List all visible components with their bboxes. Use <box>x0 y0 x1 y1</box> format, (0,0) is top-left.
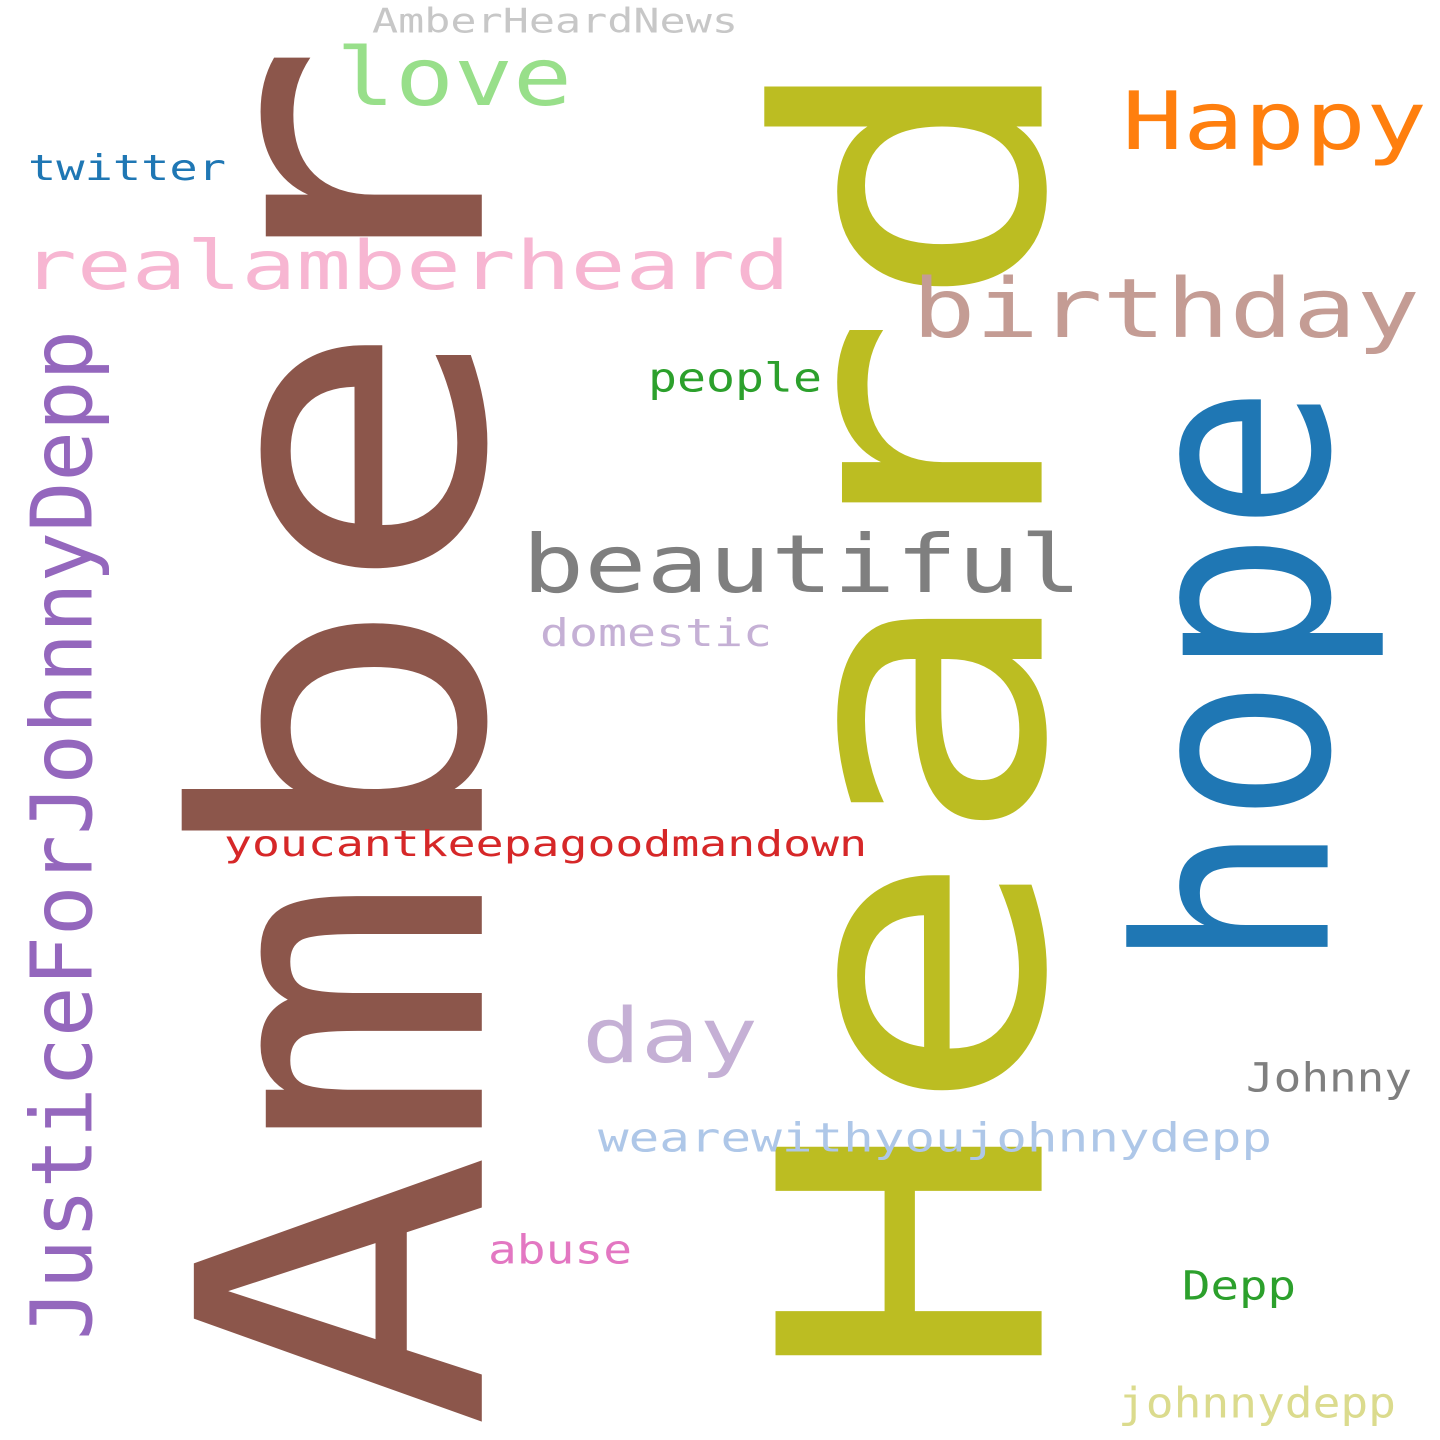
word-johnnydepp: johnnydepp <box>1118 1378 1396 1428</box>
word-johnny: Johnny <box>1246 1054 1412 1102</box>
word-domestic: domestic <box>540 610 773 656</box>
word-depp: Depp <box>1182 1262 1297 1310</box>
word-realamberheard: realamberheard <box>22 225 791 306</box>
word-abuse: abuse <box>488 1226 633 1274</box>
word-twitter: twitter <box>28 146 226 189</box>
word-day: day <box>582 991 759 1081</box>
word-hope: hope <box>1081 385 1392 970</box>
word-love: love <box>336 30 573 125</box>
word-people: people <box>648 354 823 402</box>
word-wearewithyoujohnnydepp: wearewithyoujohnnydepp <box>598 1114 1273 1162</box>
word-justice-for-johnny-depp: JusticeForJohnnyDepp <box>12 329 112 1340</box>
word-happy: Happy <box>1122 74 1428 169</box>
word-beautiful: beautiful <box>522 517 1083 612</box>
word-youcantkeepagoodmandown: youcantkeepagoodmandown <box>224 822 868 865</box>
word-birthday: birthday <box>912 260 1420 357</box>
word-amberheardnews: AmberHeardNews <box>372 0 738 41</box>
